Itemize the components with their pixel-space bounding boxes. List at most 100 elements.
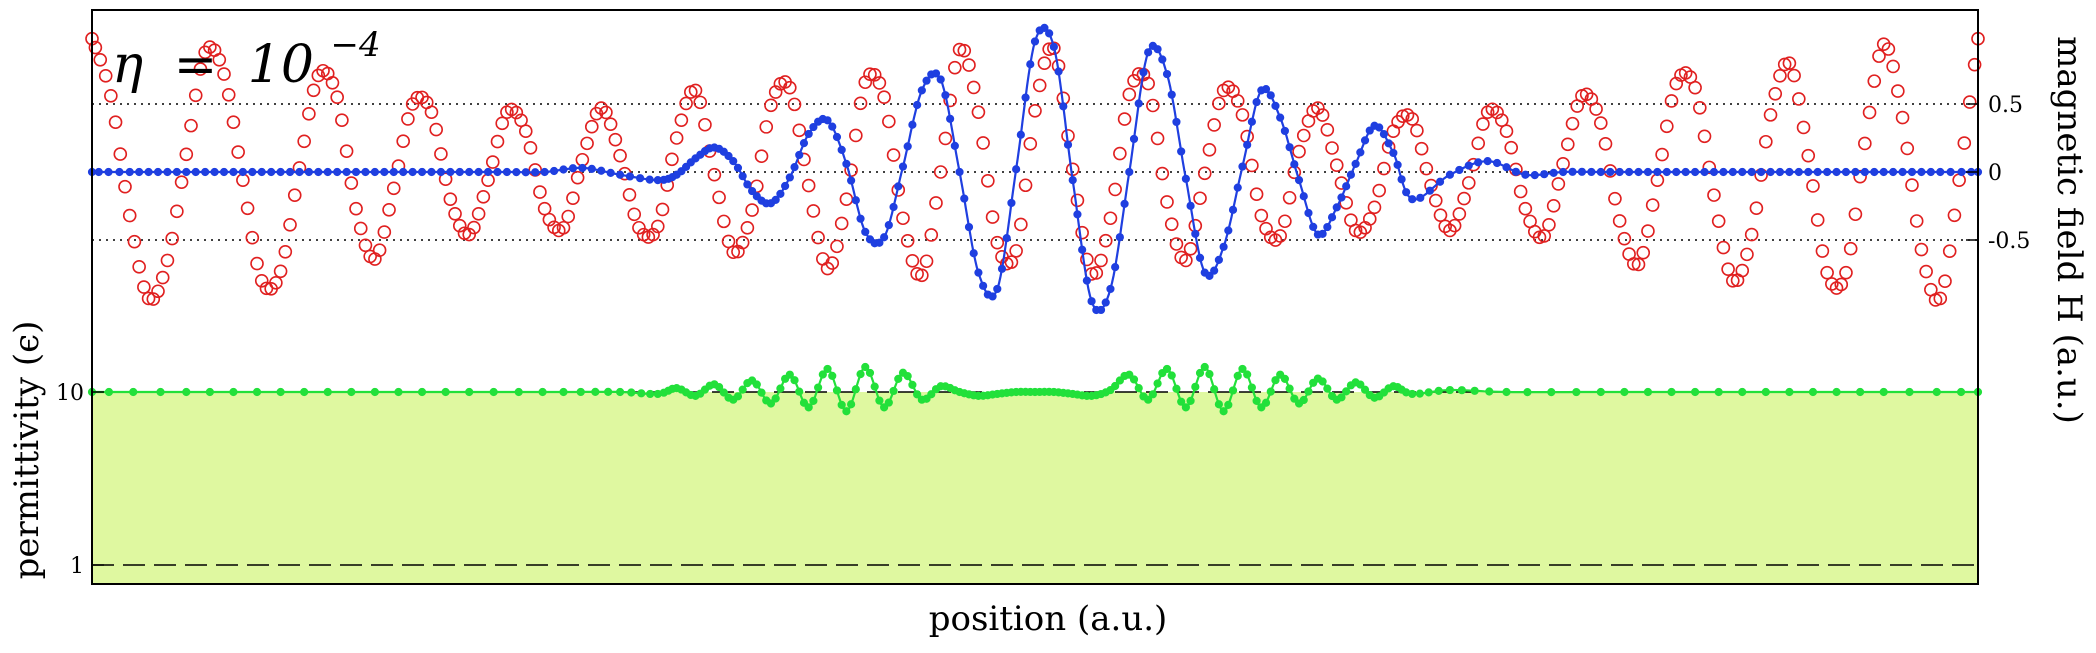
marker-point-blue-line-markers xyxy=(1402,188,1411,197)
marker-point-blue-line-markers xyxy=(521,168,530,177)
marker-point-blue-line-markers xyxy=(370,167,379,177)
red-circle-point xyxy=(1542,217,1556,232)
marker-point-blue-line-markers xyxy=(512,167,521,177)
marker-point-green-line-markers xyxy=(1342,387,1351,396)
marker-point-blue-line-markers xyxy=(1549,168,1558,177)
red-circle-point xyxy=(1862,105,1877,120)
red-circle-point xyxy=(1414,141,1429,156)
marker-point-blue-line-markers xyxy=(493,167,502,177)
marker-point-blue-line-markers xyxy=(1889,167,1898,177)
marker-point-green-line-markers xyxy=(719,388,728,397)
marker-point-blue-line-markers xyxy=(248,167,257,177)
marker-point-green-line-markers xyxy=(1280,374,1289,383)
marker-point-green-line-markers xyxy=(1337,393,1346,402)
marker-point-blue-line-markers xyxy=(974,268,983,277)
marker-point-green-line-markers xyxy=(1932,387,1941,397)
marker-point-blue-line-markers xyxy=(1219,242,1228,251)
marker-point-green-line-markers xyxy=(927,390,936,399)
marker-point-blue-line-markers xyxy=(201,167,210,177)
red-circle-point xyxy=(650,219,665,234)
marker-point-green-line-markers xyxy=(370,387,379,397)
marker-point-blue-line-markers xyxy=(1059,102,1068,111)
marker-point-blue-line-markers xyxy=(1012,165,1021,174)
marker-point-blue-line-markers xyxy=(804,129,813,139)
marker-point-green-line-markers xyxy=(1153,379,1162,388)
red-circle-point xyxy=(1047,41,1061,56)
marker-point-blue-line-markers xyxy=(1167,90,1176,99)
red-circle-point xyxy=(1108,182,1122,197)
red-circle-point xyxy=(533,185,547,199)
red-circle-point xyxy=(245,230,260,245)
red-circle-point xyxy=(1551,177,1566,191)
marker-point-blue-line-markers xyxy=(884,220,893,230)
marker-point-blue-line-markers xyxy=(502,167,512,177)
red-circle-point xyxy=(382,202,396,217)
red-circle-point xyxy=(1707,188,1721,202)
marker-point-blue-line-markers xyxy=(276,167,285,177)
red-circle-point xyxy=(1433,208,1448,222)
marker-point-blue-line-markers xyxy=(1870,167,1879,177)
marker-point-blue-line-markers xyxy=(351,167,361,177)
red-circle-point xyxy=(495,116,510,131)
red-circle-point xyxy=(1490,105,1504,120)
marker-point-blue-line-markers xyxy=(314,167,323,177)
marker-point-green-line-markers xyxy=(1243,370,1252,379)
marker-point-blue-line-markers xyxy=(182,167,191,177)
marker-point-blue-line-markers xyxy=(1813,167,1822,177)
left-tick-label: 1 xyxy=(70,554,84,579)
red-circle-point xyxy=(1249,187,1264,202)
red-circle-point xyxy=(990,235,1005,250)
red-circle-point xyxy=(726,245,741,260)
red-circle-point xyxy=(844,163,858,178)
marker-point-blue-line-markers xyxy=(1073,210,1082,219)
red-circle-point xyxy=(518,124,533,138)
red-circle-point xyxy=(132,260,146,274)
marker-point-blue-line-markers xyxy=(1643,167,1653,177)
marker-point-green-line-markers xyxy=(591,387,600,396)
marker-point-blue-line-markers xyxy=(483,167,493,177)
red-circle-point xyxy=(1504,140,1519,155)
red-circle-point xyxy=(1617,231,1632,246)
red-circle-point xyxy=(1499,124,1514,138)
marker-point-blue-line-markers xyxy=(1738,167,1747,177)
red-circle-point xyxy=(377,225,392,239)
red-circle-point xyxy=(1494,113,1509,128)
marker-point-green-line-markers xyxy=(205,387,214,397)
marker-point-green-line-markers xyxy=(1356,380,1365,389)
marker-point-green-line-markers xyxy=(300,387,309,397)
red-circle-point xyxy=(1678,66,1693,80)
red-circle-point xyxy=(1848,207,1863,222)
marker-point-blue-line-markers xyxy=(125,167,134,177)
marker-point-blue-line-markers xyxy=(1851,167,1860,177)
marker-point-blue-line-markers xyxy=(1691,167,1700,177)
red-circle-point xyxy=(1117,112,1132,126)
red-circle-point xyxy=(1947,208,1962,223)
marker-point-blue-line-markers xyxy=(903,142,912,151)
left-tick-label: 10 xyxy=(56,381,84,406)
marker-point-blue-line-markers xyxy=(781,181,790,191)
red-circle-point xyxy=(740,221,755,235)
marker-point-green-line-markers xyxy=(229,387,238,397)
red-circle-point xyxy=(537,201,552,216)
marker-point-green-line-markers xyxy=(818,370,827,379)
marker-point-blue-line-markers xyxy=(1290,160,1299,169)
red-circle-point xyxy=(231,145,245,159)
marker-point-blue-line-markers xyxy=(1879,167,1888,177)
red-circle-point xyxy=(1735,263,1750,278)
red-circle-point xyxy=(104,89,118,103)
marker-point-green-line-markers xyxy=(809,396,818,405)
marker-point-blue-line-markers xyxy=(1785,167,1794,177)
marker-point-blue-line-markers xyxy=(997,264,1007,273)
marker-point-blue-line-markers xyxy=(1158,55,1167,64)
x-axis-label: position (a.u.) xyxy=(929,599,1168,639)
marker-point-blue-line-markers xyxy=(969,249,978,258)
marker-point-green-line-markers xyxy=(1408,389,1417,399)
red-circle-point xyxy=(471,207,486,221)
marker-point-green-line-markers xyxy=(559,387,568,397)
marker-point-blue-line-markers xyxy=(842,159,851,168)
marker-point-blue-line-markers xyxy=(135,167,144,177)
red-circle-point xyxy=(1900,141,1915,156)
marker-point-green-line-markers xyxy=(1177,397,1186,406)
marker-point-blue-line-markers xyxy=(1483,157,1492,166)
red-circle-point xyxy=(1447,218,1462,233)
